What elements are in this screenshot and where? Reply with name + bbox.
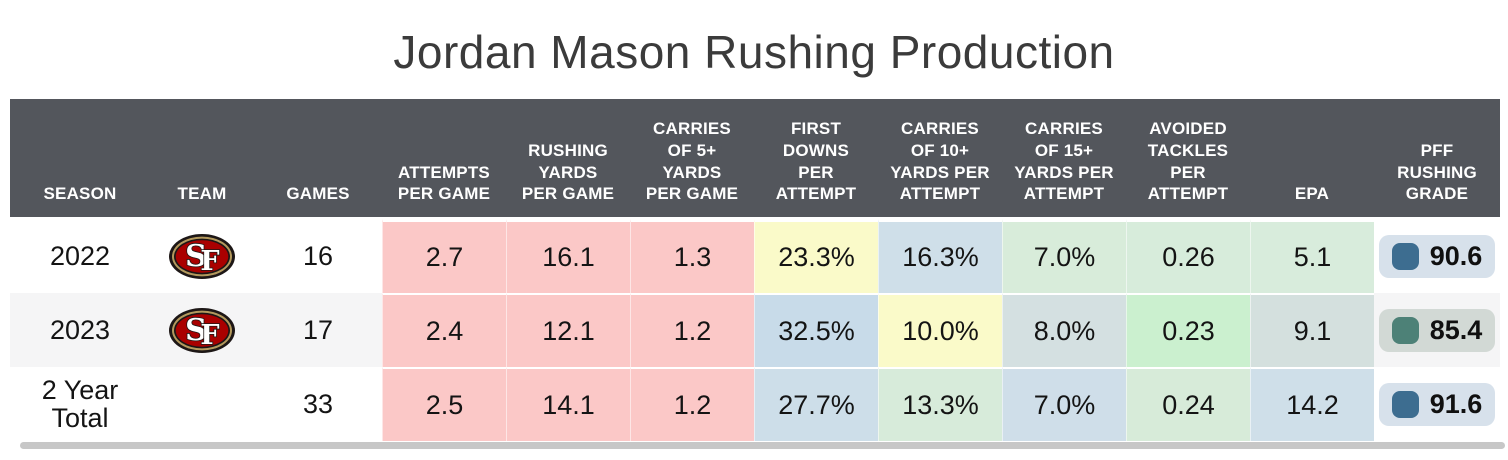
column-header-epa: EPA — [1294, 184, 1330, 204]
season-cell: 2023 — [49, 314, 111, 345]
grade-value: 91.6 — [1429, 388, 1483, 419]
column-header-attempts-per-game: ATTEMPTS PER GAME — [397, 162, 491, 204]
table-row: 2023 S F 17 2.4 12.1 1.2 32.5% 10.0% 8.0% 0.23 9… — [10, 293, 1500, 367]
stat-cell-carries-10plus-per-attempt: 13.3% — [878, 367, 1002, 441]
svg-text:F: F — [200, 320, 219, 351]
stat-cell-attempts-per-game: 2.5 — [382, 367, 506, 441]
grade-color-icon — [1391, 242, 1419, 270]
stat-cell-avoided-tackles-per-attempt: 0.24 — [1126, 367, 1250, 441]
stat-cell-carries-15plus-per-attempt: 8.0% — [1002, 293, 1126, 367]
stat-cell-carries-15plus-per-attempt: 7.0% — [1002, 219, 1126, 293]
team-cell — [150, 367, 254, 441]
team-cell: S F — [150, 219, 254, 293]
pff-grade-badge: 90.6 — [1378, 234, 1496, 278]
svg-text:F: F — [200, 246, 219, 277]
games-cell: 17 — [302, 314, 334, 345]
stats-table: SEASON TEAM GAMES ATTEMPTS PER GAME RUSHING … — [10, 99, 1505, 450]
scrollbar-track — [20, 442, 1505, 450]
stat-cell-first-downs-per-attempt: 27.7% — [754, 367, 878, 441]
column-header-avoided-tackles-per-attempt: AVOIDED TACKLES PER ATTEMPT — [1147, 119, 1229, 204]
page-title: Jordan Mason Rushing Production — [393, 26, 1115, 78]
pff-grade-cell: 91.6 — [1374, 367, 1500, 441]
games-cell: 33 — [302, 388, 334, 419]
stat-cell-epa: 5.1 — [1250, 219, 1374, 293]
column-header-carries-10plus-per-attempt: CARRIES OF 10+ YARDS PER ATTEMPT — [890, 119, 990, 204]
stat-cell-avoided-tackles-per-attempt: 0.26 — [1126, 219, 1250, 293]
column-header-carries-15plus-per-attempt: CARRIES OF 15+ YARDS PER ATTEMPT — [1014, 119, 1114, 204]
column-header-team: TEAM — [177, 184, 227, 204]
sf-49ers-logo: S F — [169, 307, 235, 353]
stat-cell-carries-10plus-per-attempt: 10.0% — [878, 293, 1002, 367]
column-header-rushing-yards-per-game: RUSHING YARDS PER GAME — [521, 140, 615, 204]
team-cell: S F — [150, 293, 254, 367]
season-cell: 2022 — [49, 240, 111, 271]
column-header-carries-5plus-per-game: CARRIES OF 5+ YARDS PER GAME — [645, 119, 739, 204]
column-header-season: SEASON — [43, 184, 117, 204]
stat-cell-epa: 14.2 — [1250, 367, 1374, 441]
stat-cell-attempts-per-game: 2.7 — [382, 219, 506, 293]
table-body: 2022 S F 16 2.7 16.1 1.3 23.3% 16.3% 7.0% 0.26 5… — [10, 219, 1500, 441]
column-header-games: GAMES — [286, 184, 350, 204]
stat-cell-carries-15plus-per-attempt: 7.0% — [1002, 367, 1126, 441]
grade-color-icon — [1391, 316, 1419, 344]
stat-cell-first-downs-per-attempt: 32.5% — [754, 293, 878, 367]
pff-grade-cell: 85.4 — [1374, 293, 1500, 367]
stat-cell-carries-5plus-per-game: 1.3 — [630, 219, 754, 293]
stat-cell-avoided-tackles-per-attempt: 0.23 — [1126, 293, 1250, 367]
stat-cell-carries-10plus-per-attempt: 16.3% — [878, 219, 1002, 293]
pff-grade-cell: 90.6 — [1374, 219, 1500, 293]
column-header-first-downs-per-attempt: FIRST DOWNS PER ATTEMPT — [775, 119, 857, 204]
stat-cell-attempts-per-game: 2.4 — [382, 293, 506, 367]
stat-cell-epa: 9.1 — [1250, 293, 1374, 367]
grade-value: 90.6 — [1429, 240, 1483, 271]
horizontal-scrollbar[interactable] — [20, 442, 1505, 449]
table-row: 2 Year Total 33 2.5 14.1 1.2 27.7% 13.3% 7.0% 0.… — [10, 367, 1500, 441]
stat-cell-rushing-yards-per-game: 14.1 — [506, 367, 630, 441]
sf-49ers-logo: S F — [169, 233, 235, 279]
stat-cell-carries-5plus-per-game: 1.2 — [630, 367, 754, 441]
stat-cell-rushing-yards-per-game: 16.1 — [506, 219, 630, 293]
stat-cell-carries-5plus-per-game: 1.2 — [630, 293, 754, 367]
table-row: 2022 S F 16 2.7 16.1 1.3 23.3% 16.3% 7.0% 0.26 5… — [10, 219, 1500, 293]
pff-grade-badge: 91.6 — [1378, 382, 1496, 426]
season-cell: 2 Year Total — [41, 374, 119, 433]
pff-grade-badge: 85.4 — [1378, 308, 1496, 352]
games-cell: 16 — [302, 240, 334, 271]
grade-color-icon — [1391, 390, 1419, 418]
stat-cell-first-downs-per-attempt: 23.3% — [754, 219, 878, 293]
svg-text:S: S — [185, 239, 207, 274]
column-header-pff-rushing-grade: PFF RUSHING GRADE — [1397, 140, 1477, 204]
svg-text:S: S — [185, 313, 207, 348]
table-header: SEASON TEAM GAMES ATTEMPTS PER GAME RUSHING … — [10, 99, 1500, 219]
grade-value: 85.4 — [1429, 314, 1483, 345]
stat-cell-rushing-yards-per-game: 12.1 — [506, 293, 630, 367]
